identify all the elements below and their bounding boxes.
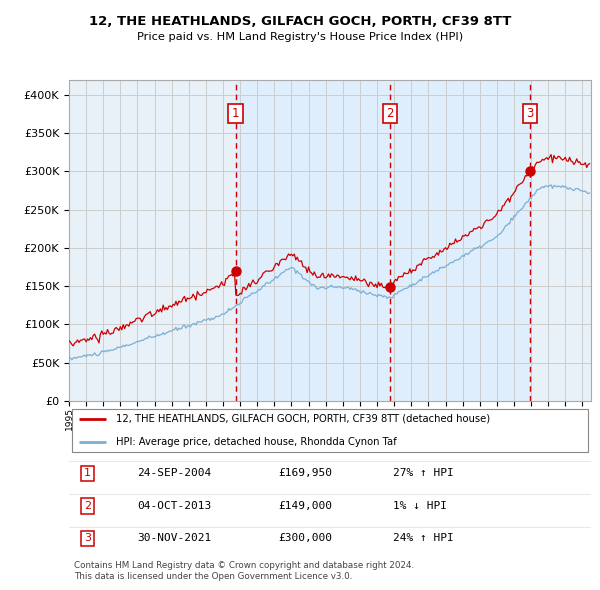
Text: Price paid vs. HM Land Registry's House Price Index (HPI): Price paid vs. HM Land Registry's House … [137, 32, 463, 42]
Text: 2: 2 [386, 107, 394, 120]
Text: 24-SEP-2004: 24-SEP-2004 [137, 468, 211, 478]
Bar [236, 80, 530, 401]
Text: 30-NOV-2021: 30-NOV-2021 [137, 533, 211, 543]
Text: 1: 1 [232, 107, 239, 120]
Text: 1% ↓ HPI: 1% ↓ HPI [392, 501, 446, 511]
Text: HPI: Average price, detached house, Rhondda Cynon Taf: HPI: Average price, detached house, Rhon… [116, 437, 397, 447]
Text: 2: 2 [84, 501, 91, 511]
Text: 27% ↑ HPI: 27% ↑ HPI [392, 468, 454, 478]
Text: £149,000: £149,000 [278, 501, 332, 511]
Text: £300,000: £300,000 [278, 533, 332, 543]
Text: Contains HM Land Registry data © Crown copyright and database right 2024.: Contains HM Land Registry data © Crown c… [74, 561, 415, 570]
Text: 3: 3 [526, 107, 533, 120]
FancyBboxPatch shape [71, 409, 589, 452]
Text: 3: 3 [84, 533, 91, 543]
Text: 24% ↑ HPI: 24% ↑ HPI [392, 533, 454, 543]
Text: 1: 1 [84, 468, 91, 478]
Text: 12, THE HEATHLANDS, GILFACH GOCH, PORTH, CF39 8TT (detached house): 12, THE HEATHLANDS, GILFACH GOCH, PORTH,… [116, 414, 490, 424]
Text: 04-OCT-2013: 04-OCT-2013 [137, 501, 211, 511]
Text: This data is licensed under the Open Government Licence v3.0.: This data is licensed under the Open Gov… [74, 572, 353, 581]
Text: £169,950: £169,950 [278, 468, 332, 478]
Text: 12, THE HEATHLANDS, GILFACH GOCH, PORTH, CF39 8TT: 12, THE HEATHLANDS, GILFACH GOCH, PORTH,… [89, 15, 511, 28]
